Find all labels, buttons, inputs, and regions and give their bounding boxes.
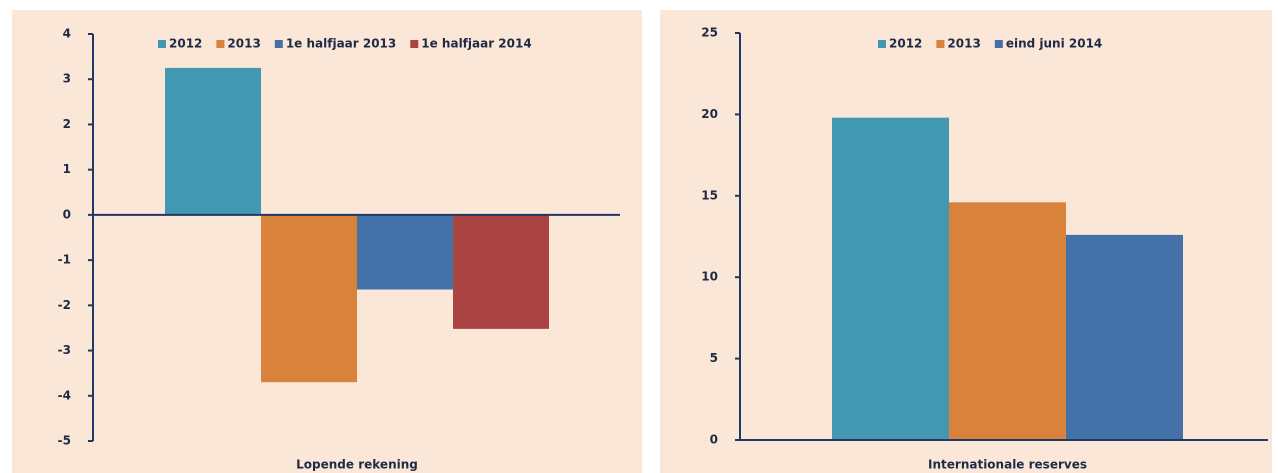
y-tick-label: 10	[701, 270, 718, 284]
y-tick-label: -4	[58, 388, 71, 402]
bar	[832, 117, 949, 440]
y-tick-label: 25	[701, 26, 718, 40]
legend-swatch	[158, 40, 166, 48]
x-category-label: Lopende rekening	[296, 458, 418, 472]
legend-label: 1e halfjaar 2013	[286, 37, 396, 51]
legend-swatch	[410, 40, 419, 48]
x-category-label: Internationale reserves	[928, 458, 1087, 472]
y-tick-label: 3	[63, 72, 71, 86]
legend-swatch	[216, 40, 225, 48]
y-tick-label: -3	[58, 343, 71, 357]
bar	[453, 214, 549, 329]
bar	[949, 202, 1066, 440]
bar	[261, 214, 357, 383]
legend-swatch	[274, 40, 283, 48]
y-tick-label: 20	[701, 107, 718, 121]
y-tick-label: -1	[58, 253, 71, 267]
y-tick-label: 1	[63, 162, 71, 176]
y-tick-label: 4	[63, 27, 71, 41]
bar	[165, 67, 261, 215]
legend-swatch	[994, 40, 1003, 48]
legend-label: 1e halfjaar 2014	[421, 37, 531, 51]
legend-swatch	[936, 40, 945, 48]
legend-swatch	[878, 40, 886, 48]
y-tick-label: 0	[710, 433, 718, 447]
bar	[357, 214, 453, 290]
bar	[1066, 234, 1183, 440]
legend-label: 2012	[889, 37, 922, 51]
legend-label: 2013	[227, 37, 260, 51]
y-tick-label: 5	[710, 351, 718, 365]
y-tick-label: 0	[63, 207, 71, 221]
y-tick-label: 2	[63, 117, 71, 131]
y-tick-label: 15	[701, 188, 718, 202]
legend-label: 2012	[169, 37, 202, 51]
legend-label: 2013	[947, 37, 980, 51]
y-tick-label: -5	[58, 434, 71, 448]
legend-label: eind juni 2014	[1006, 37, 1102, 51]
y-tick-label: -2	[58, 298, 71, 312]
